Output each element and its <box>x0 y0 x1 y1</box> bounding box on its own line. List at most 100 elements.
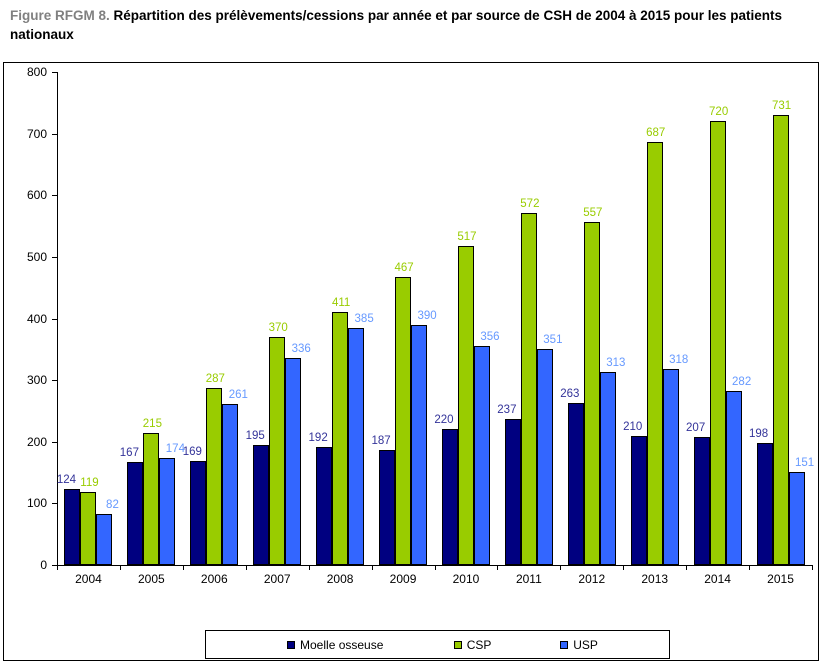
x-axis-tick <box>686 565 688 570</box>
y-axis-line <box>57 72 58 565</box>
bar-moelle-osseuse-2007 <box>253 445 270 565</box>
bar-moelle-osseuse-2010 <box>441 429 458 565</box>
bar-csp-2014 <box>709 121 726 565</box>
legend-entry-usp: USP <box>560 631 598 658</box>
bar-csp-2009 <box>395 277 412 565</box>
y-axis-tick-label: 800 <box>26 65 47 79</box>
y-axis-tick-label: 0 <box>40 558 47 572</box>
bar-usp-2010 <box>473 346 490 565</box>
bar-csp-2013 <box>646 142 663 565</box>
legend-entry-moelle-osseuse: Moelle osseuse <box>287 631 383 658</box>
bar-value-label: 731 <box>771 100 792 112</box>
figure-caption: Répartition des prélèvements/cessions pa… <box>10 8 783 42</box>
bar-usp-2005 <box>159 458 176 565</box>
bar-csp-2012 <box>583 222 600 565</box>
bar-csp-2006 <box>206 388 223 565</box>
x-axis-category-label: 2011 <box>515 572 542 586</box>
y-axis-tick <box>52 380 57 382</box>
y-axis-tick <box>52 565 57 566</box>
bar-value-label: 517 <box>457 231 477 243</box>
bar-value-label: 220 <box>434 414 454 426</box>
bar-usp-2013 <box>662 369 679 565</box>
bar-usp-2008 <box>348 328 365 565</box>
y-axis-tick-label: 100 <box>26 496 47 511</box>
bar-value-label: 82 <box>106 499 119 511</box>
bar-moelle-osseuse-2009 <box>379 450 396 565</box>
bar-csp-2004 <box>80 492 97 565</box>
x-axis-category-label: 2009 <box>389 572 417 586</box>
bar-value-label: 720 <box>709 106 729 118</box>
bar-value-label: 210 <box>623 421 643 433</box>
bar-value-label: 282 <box>732 376 752 388</box>
bar-usp-2004 <box>96 514 113 565</box>
x-axis-tick <box>182 565 184 570</box>
y-axis-tick <box>52 318 57 320</box>
x-axis-tick <box>371 565 373 570</box>
bar-value-label: 385 <box>354 313 374 325</box>
legend-swatch-icon <box>287 640 296 649</box>
bar-value-label: 207 <box>686 422 706 434</box>
x-axis-tick <box>623 565 625 570</box>
legend-entry-csp: CSP <box>453 631 492 658</box>
y-axis-tick <box>52 503 57 505</box>
bar-value-label: 187 <box>371 435 391 447</box>
x-axis-category-label: 2005 <box>138 572 165 586</box>
bar-value-label: 124 <box>56 474 77 486</box>
bar-usp-2015 <box>788 472 805 565</box>
bar-csp-2015 <box>772 115 789 565</box>
y-axis-tick-label: 300 <box>26 373 47 388</box>
bar-moelle-osseuse-2008 <box>316 447 333 565</box>
x-axis-tick <box>812 565 813 570</box>
x-axis-tick <box>245 565 247 570</box>
bar-moelle-osseuse-2004 <box>64 489 81 565</box>
bar-moelle-osseuse-2005 <box>127 462 144 565</box>
bar-value-label: 287 <box>205 373 225 385</box>
bar-value-label: 192 <box>308 432 328 444</box>
bar-value-label: 370 <box>268 322 288 334</box>
bar-value-label: 557 <box>583 207 603 219</box>
chart-container: 0 100 200 300 400 500 600 700 800 2004 124 119 82 200… <box>3 62 819 661</box>
bar-value-label: 336 <box>291 343 311 355</box>
y-axis-tick-label: 200 <box>26 434 47 449</box>
legend-label: Moelle osseuse <box>300 637 384 652</box>
y-axis-tick <box>52 72 57 73</box>
x-axis-category-label: 2008 <box>326 572 354 586</box>
plot-area: 0 100 200 300 400 500 600 700 800 2004 124 119 82 200… <box>4 63 818 660</box>
bar-moelle-osseuse-2011 <box>504 419 521 565</box>
bar-value-label: 313 <box>606 357 626 369</box>
figure-number: Figure RFGM 8. <box>10 8 110 23</box>
x-axis-tick <box>749 565 751 570</box>
y-axis-tick-label: 700 <box>26 126 47 141</box>
bar-value-label: 318 <box>669 354 689 366</box>
bar-value-label: 174 <box>165 443 185 455</box>
bar-value-label: 572 <box>520 198 540 210</box>
bar-usp-2007 <box>285 358 302 565</box>
bar-value-label: 467 <box>394 262 414 274</box>
legend-label: USP <box>573 637 598 652</box>
x-axis-tick <box>560 565 562 570</box>
x-axis-tick <box>497 565 499 570</box>
bar-value-label: 351 <box>543 334 563 346</box>
bar-value-label: 198 <box>748 428 769 440</box>
bar-value-label: 169 <box>182 446 202 458</box>
bar-value-label: 356 <box>480 331 500 343</box>
x-axis-tick <box>57 565 58 570</box>
y-axis-tick <box>52 133 57 135</box>
x-axis-tick <box>308 565 310 570</box>
bar-moelle-osseuse-2014 <box>693 437 710 565</box>
x-axis-category-label: 2007 <box>263 572 291 586</box>
bar-value-label: 263 <box>560 388 580 400</box>
legend-label: CSP <box>466 637 492 652</box>
y-axis-tick <box>52 441 57 443</box>
bar-value-label: 237 <box>497 404 517 416</box>
legend-swatch-icon <box>453 640 462 649</box>
bar-value-label: 167 <box>119 447 139 459</box>
y-axis-tick-label: 600 <box>26 188 47 203</box>
x-axis-tick <box>119 565 121 570</box>
bar-usp-2006 <box>222 404 239 565</box>
bar-moelle-osseuse-2006 <box>190 461 207 565</box>
bar-usp-2009 <box>411 325 428 565</box>
bar-usp-2011 <box>536 349 553 565</box>
x-axis-category-label: 2010 <box>452 572 480 586</box>
